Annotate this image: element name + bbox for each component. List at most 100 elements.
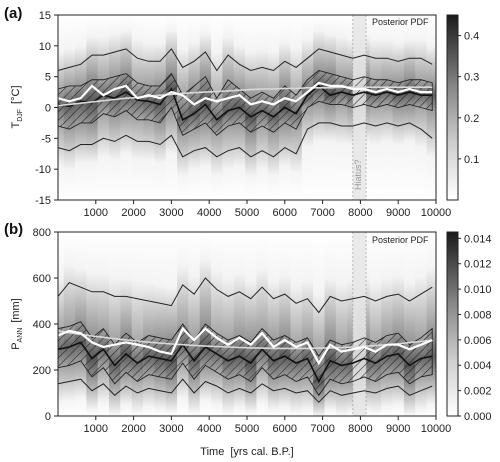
inner-credible-band: [57, 321, 433, 397]
heatmap-column: [154, 232, 167, 416]
panel-a-hiatus-band: [352, 15, 367, 200]
heatmap-column: [369, 232, 382, 416]
heatmap-column: [415, 232, 427, 416]
y-tick-label: -10: [35, 164, 51, 176]
x-tick-label: 1000: [84, 207, 108, 219]
panel-a-y-axis: -15 -10 -5 0 5 10 15: [35, 10, 58, 207]
x-tick-label: 5000: [235, 207, 259, 219]
x-tick-label: 10000: [421, 423, 452, 435]
panel-a-x-axis: 1000 2000 3000 4000 5000 6000 7000 8000 9000 1000…: [84, 200, 452, 219]
panel-b-lines: [57, 277, 433, 403]
y-tick-label: -15: [35, 195, 51, 207]
y-tick-label: 0: [45, 411, 51, 423]
panel-b-x-axis: 1000 2000 3000 4000 5000 6000 7000 8000 9000 1000…: [84, 416, 452, 435]
colorbar-tick-label: 0.000: [464, 411, 492, 423]
colorbar-tick-label: 0.008: [464, 309, 492, 321]
x-tick-label: 9000: [386, 207, 410, 219]
svg-text:Hiatus?: Hiatus?: [353, 159, 363, 190]
heatmap-column: [301, 232, 314, 416]
heatmap-column: [403, 232, 416, 416]
x-tick-label: 8000: [348, 207, 372, 219]
heatmap-column: [279, 232, 291, 416]
y-tick-label: 0: [45, 103, 51, 115]
panel-a-hiatus-annotation: Hiatus?: [353, 159, 363, 190]
x-tick-label: 4000: [197, 207, 221, 219]
panel-a-ylabel-unit: [°C]: [10, 85, 22, 103]
panel-b-ylabel-unit: [mm]: [10, 298, 22, 322]
x-axis-label-unit: [yrs cal. B.P.]: [230, 446, 293, 458]
x-tick-label: 10000: [421, 207, 452, 219]
heatmap-column: [335, 232, 348, 416]
x-tick-label: 1000: [84, 423, 108, 435]
panel-a-y-axis-label: TDJF [°C]: [10, 85, 24, 128]
panel-b: 0 200 400 600 800 1000 2000 3000 4000 5000 6000 70…: [4, 221, 492, 458]
heatmap-column: [392, 232, 405, 416]
panel-b-hiatus-band: [352, 232, 367, 416]
panel-b-colorbar: [446, 231, 459, 417]
heatmap-column: [131, 232, 144, 416]
x-tick-label: 2000: [121, 423, 145, 435]
heatmap-column: [324, 232, 337, 416]
x-tick-label: 3000: [159, 207, 183, 219]
y-tick-label: 5: [45, 72, 51, 84]
x-tick-label: 5000: [235, 423, 259, 435]
heatmap-column: [290, 232, 303, 416]
outer-band-lower-line: [57, 378, 433, 403]
heatmap-column: [211, 232, 223, 416]
colorbar-tick-label: 0.4: [464, 31, 479, 43]
colorbar-tick-label: 0.014: [464, 233, 492, 245]
y-tick-label: 200: [33, 365, 51, 377]
panel-b-y-axis-label: PANN [mm]: [10, 298, 24, 350]
x-tick-label: 9000: [386, 423, 410, 435]
median-line: [57, 84, 433, 121]
median-line: [57, 341, 433, 384]
heatmap-column: [233, 232, 246, 416]
panel-b-heatmap: [58, 232, 437, 416]
panel-a-legend-title: Posterior PDF: [372, 17, 429, 27]
heatmap-column: [109, 232, 121, 416]
heatmap-column: [381, 15, 393, 200]
x-tick-label: 7000: [310, 423, 334, 435]
colorbar-tick-label: 0.006: [464, 335, 492, 347]
panel-a-label: (a): [4, 5, 22, 22]
y-tick-label: 800: [33, 227, 51, 239]
x-tick-label: 6000: [273, 423, 297, 435]
y-tick-label: 600: [33, 273, 51, 285]
y-tick-label: 15: [39, 10, 51, 22]
heatmap-column: [245, 232, 257, 416]
colorbar-tick-label: 0.004: [464, 360, 492, 372]
x-tick-label: 7000: [310, 207, 334, 219]
y-tick-label: -5: [41, 133, 51, 145]
panel-a-colorbar-ticks: 0.1 0.2 0.3 0.4: [458, 31, 479, 166]
heatmap-column: [143, 232, 155, 416]
x-tick-label: 4000: [197, 423, 221, 435]
svg-text:PANN[mm]: PANN [mm]: [10, 298, 24, 350]
colorbar-tick-label: 0.010: [464, 284, 492, 296]
heatmap-column: [120, 232, 133, 416]
heatmap-column: [165, 232, 178, 416]
heatmap-column: [58, 232, 64, 416]
panel-a-lines: [57, 48, 433, 158]
heatmap-column: [222, 232, 235, 416]
trend-line: [57, 330, 433, 350]
colorbar-tick-label: 0.2: [464, 113, 479, 125]
panel-a-ylabel-main: T: [10, 122, 22, 129]
svg-text:TDJF[°C]: TDJF [°C]: [10, 85, 24, 128]
colorbar-tick-label: 0.3: [464, 72, 479, 84]
x-axis-label: Time [yrs cal. B.P.]: [200, 446, 293, 458]
y-tick-label: 400: [33, 319, 51, 331]
panel-b-bands: [57, 232, 433, 416]
panel-a: -15 -10 -5 0 5 10 15 1000 2000 3000 4000 5000 6000 7…: [4, 5, 479, 219]
heatmap-column: [403, 15, 416, 200]
panel-a-ylabel-sub: DJF: [17, 109, 24, 122]
heatmap-column: [313, 232, 325, 416]
heatmap-column: [426, 232, 437, 416]
mean-line: [57, 326, 433, 366]
mean-line: [57, 81, 433, 106]
panel-b-y-axis: 0 200 400 600 800: [33, 227, 58, 423]
heatmap-column: [335, 15, 348, 200]
heatmap-column: [63, 232, 76, 416]
heatmap-column: [381, 232, 393, 416]
panel-b-ylabel-sub: ANN: [17, 328, 24, 343]
